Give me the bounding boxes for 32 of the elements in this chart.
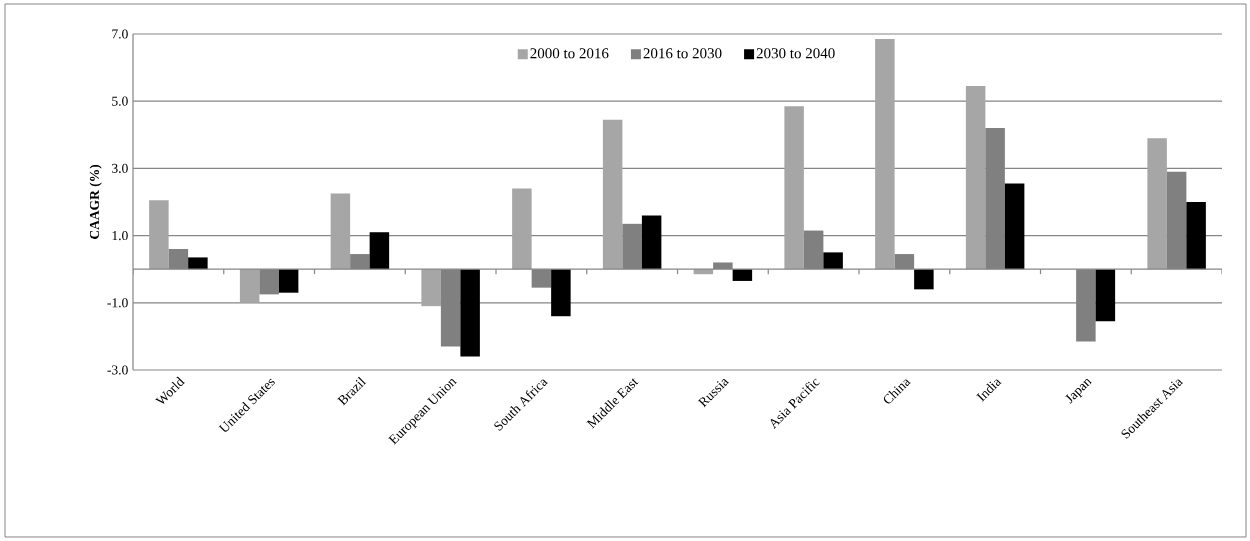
bar: [330, 193, 351, 270]
bar: [965, 86, 986, 270]
bar: [1186, 201, 1206, 270]
bar: [875, 39, 895, 270]
legend-label: 2030 to 2040: [756, 48, 835, 59]
bar: [641, 215, 662, 270]
y-tick-label: 7.0: [112, 29, 128, 39]
y-tick-label: 3.0: [112, 163, 128, 173]
bar: [602, 119, 623, 270]
y-tick-label: -1.0: [107, 298, 128, 308]
y-axis-title: CAAGR (%): [89, 164, 102, 240]
legend-label: 2000 to 2016: [530, 48, 609, 59]
bar: [278, 269, 299, 293]
bar: [551, 269, 571, 317]
bar: [1004, 183, 1025, 270]
bar: [369, 232, 390, 270]
y-tick-label: 1.0: [112, 230, 128, 241]
bar: [823, 252, 843, 270]
bar: [1095, 269, 1116, 322]
bar: [421, 269, 441, 307]
bar: [239, 269, 260, 303]
bar: [188, 257, 208, 270]
bar: [460, 269, 480, 357]
bar: [732, 269, 753, 281]
y-tick-label: -3.0: [107, 365, 128, 375]
bar: [914, 269, 934, 290]
y-tick-label: 5.0: [112, 96, 128, 106]
legend-label: 2016 to 2030: [643, 48, 722, 59]
bar: [784, 106, 804, 270]
bar: [512, 188, 532, 270]
bar: [1147, 138, 1167, 270]
bar: [149, 200, 169, 270]
